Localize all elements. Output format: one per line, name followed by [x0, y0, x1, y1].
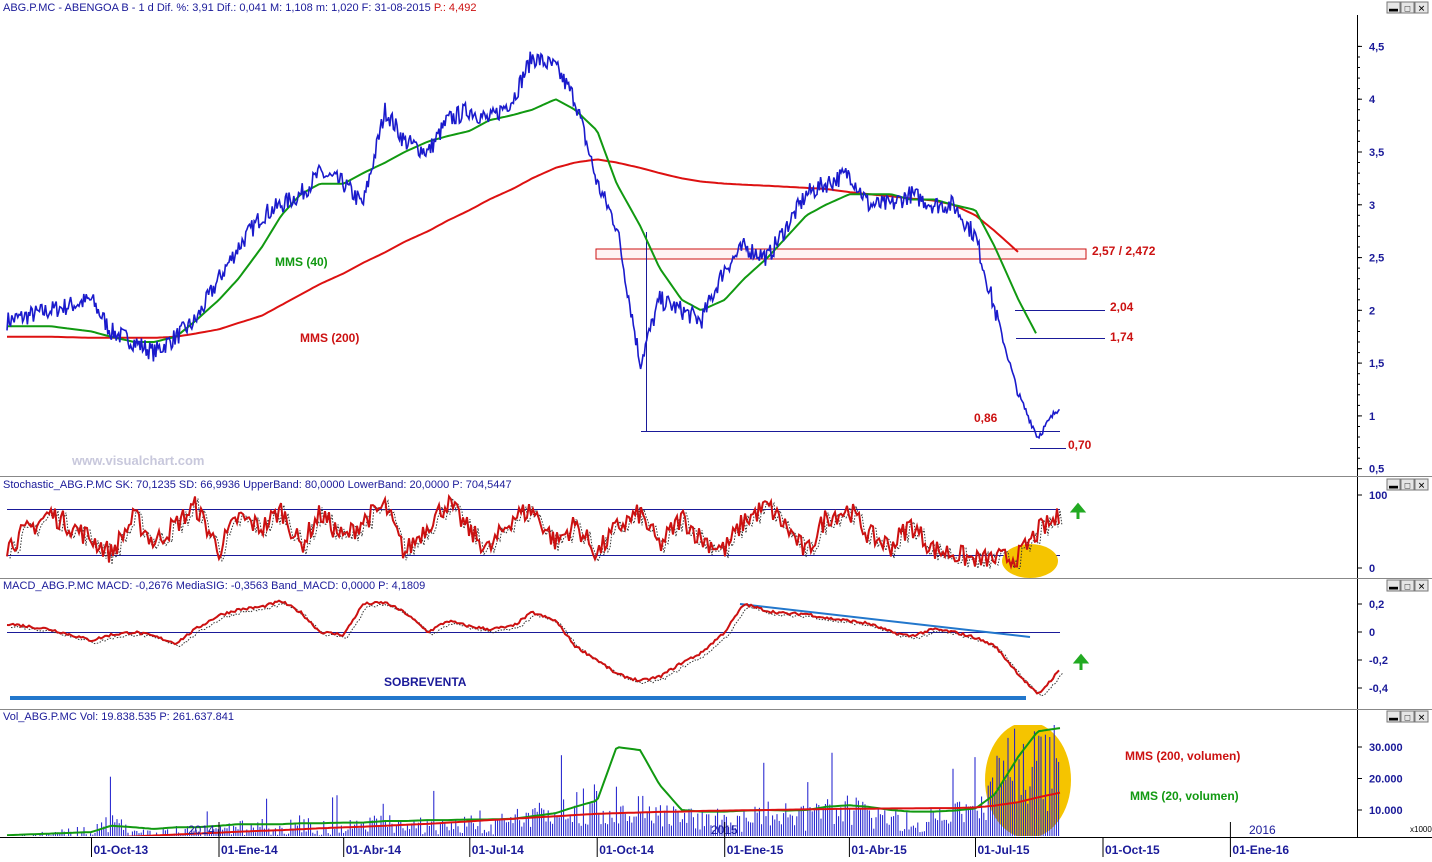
maximize-button-frame: [1400, 710, 1415, 723]
price-panel-header: ABG.P.MC - ABENGOA B - 1 d Dif. %: 3,91 …: [3, 2, 476, 14]
close-icon: ✕: [1418, 4, 1426, 14]
year-label-2014: 2014: [188, 823, 215, 837]
close-button-frame: [1414, 1, 1429, 14]
x-axis-label: 01-Oct-13: [94, 843, 149, 857]
close-icon: ✕: [1418, 481, 1426, 491]
volume-axis-label: 20.000: [1369, 774, 1403, 786]
macd-line: [6, 599, 1060, 695]
close-icon: ✕: [1418, 713, 1426, 723]
volume-mms200-label: MMS (200, volumen): [1125, 749, 1240, 763]
level-label-174: 1,74: [1110, 330, 1134, 344]
panel-minimize-button[interactable]: ▬: [1386, 579, 1401, 592]
x-axis-label: 01-Oct-15: [1105, 843, 1160, 857]
volume-unit-label: x1000: [1410, 825, 1432, 834]
stoch-axis-label: 0: [1369, 563, 1375, 575]
x-axis-label: 01-Ene-15: [727, 843, 784, 857]
price-axis-label: 1: [1369, 411, 1375, 423]
volume-mms200-line: [120, 791, 1061, 836]
x-axis-label: 01-Jul-15: [978, 843, 1030, 857]
maximize-icon: □: [1405, 582, 1411, 592]
macd-panel-header: MACD_ABG.P.MC MACD: -0,2676 MediaSIG: -0…: [3, 580, 425, 592]
level-label-204: 2,04: [1110, 300, 1134, 314]
macd-axis-label: 0: [1369, 627, 1375, 639]
x-axis-label: 01-Oct-14: [599, 843, 654, 857]
resistance-zone-box: [595, 248, 1087, 260]
panel-maximize-button[interactable]: □: [1400, 710, 1415, 723]
panel-close-button[interactable]: ✕: [1414, 579, 1429, 592]
minimize-button-frame: [1386, 1, 1401, 14]
maximize-icon: □: [1405, 713, 1411, 723]
price-line: [6, 51, 1061, 440]
price-axis-label: 3,5: [1369, 147, 1384, 159]
panel-close-button[interactable]: ✕: [1414, 710, 1429, 723]
macd-axis-label: -0,2: [1369, 655, 1388, 667]
price-header-text: ABG.P.MC - ABENGOA B - 1 d Dif. %: 3,91 …: [3, 2, 434, 14]
stoch-sd-line: [9, 497, 1063, 570]
minimize-icon: ▬: [1389, 481, 1398, 491]
panel-minimize-button[interactable]: ▬: [1386, 710, 1401, 723]
close-button-frame: [1414, 478, 1429, 491]
minimize-button-frame: [1386, 478, 1401, 491]
macd-trend-line: [739, 603, 1031, 638]
minimize-icon: ▬: [1389, 713, 1398, 723]
volume-axis-label: 10.000: [1369, 805, 1403, 817]
stoch-sk-line: [6, 493, 1060, 570]
maximize-button-frame: [1400, 1, 1415, 14]
watermark: www.visualchart.com: [71, 453, 204, 468]
stoch-up-arrow-icon: [1069, 502, 1087, 519]
price-axis-label: 2: [1369, 305, 1375, 317]
close-button-frame: [1414, 710, 1429, 723]
x-axis-label: 01-Ene-16: [1232, 843, 1289, 857]
price-axis-label: 4: [1369, 94, 1376, 106]
minimize-icon: ▬: [1389, 582, 1398, 592]
price-axis-label: 3: [1369, 200, 1375, 212]
x-axis-label: 01-Abr-14: [346, 843, 402, 857]
close-icon: ✕: [1418, 582, 1426, 592]
volume-panel-header: Vol_ABG.P.MC Vol: 19.838.535 P: 261.637.…: [3, 711, 234, 723]
x-axis-label: 01-Abr-15: [851, 843, 907, 857]
minimize-button-frame: [1386, 579, 1401, 592]
mms40-label: MMS (40): [275, 255, 328, 269]
stochastic-panel-header: Stochastic_ABG.P.MC SK: 70,1235 SD: 66,9…: [3, 479, 512, 491]
panel-minimize-button[interactable]: ▬: [1386, 478, 1401, 491]
maximize-button-frame: [1400, 579, 1415, 592]
price-axis-label: 2,5: [1369, 253, 1384, 265]
close-button-frame: [1414, 579, 1429, 592]
minimize-button-frame: [1386, 710, 1401, 723]
stoch-highlight: [1002, 544, 1058, 578]
level-label-086: 0,86: [974, 411, 998, 425]
price-series: [6, 51, 1061, 440]
price-axis-label: 0,5: [1369, 464, 1384, 476]
volume-mms20-label: MMS (20, volumen): [1130, 789, 1239, 803]
panel-maximize-button[interactable]: □: [1400, 579, 1415, 592]
panel-minimize-button[interactable]: ▬: [1386, 1, 1401, 14]
price-axis-label: 1,5: [1369, 358, 1384, 370]
macd-axis-label: 0,2: [1369, 599, 1384, 611]
panel-maximize-button[interactable]: □: [1400, 1, 1415, 14]
stoch-axis-label: 100: [1369, 490, 1387, 502]
maximize-button-frame: [1400, 478, 1415, 491]
macd-up-arrow-icon: [1072, 653, 1090, 670]
sobreventa-label: SOBREVENTA: [384, 675, 467, 689]
price-axis-label: 4,5: [1369, 41, 1384, 53]
panel-close-button[interactable]: ✕: [1414, 1, 1429, 14]
panel-maximize-button[interactable]: □: [1400, 478, 1415, 491]
volume-axis-label: 30.000: [1369, 742, 1403, 754]
price-header-p-value: P.: 4,492: [434, 2, 477, 14]
panel-close-button[interactable]: ✕: [1414, 478, 1429, 491]
x-axis-label: 01-Jul-14: [472, 843, 524, 857]
x-axis-label: 01-Ene-14: [221, 843, 278, 857]
resistance-label: 2,57 / 2,472: [1092, 244, 1156, 258]
minimize-icon: ▬: [1389, 4, 1398, 14]
maximize-icon: □: [1405, 4, 1411, 14]
macd-axis-label: -0,4: [1369, 683, 1389, 695]
maximize-icon: □: [1405, 481, 1411, 491]
level-label-070: 0,70: [1068, 438, 1092, 452]
mms200-label: MMS (200): [300, 331, 359, 345]
year-label-2016: 2016: [1249, 823, 1276, 837]
macd-signal-line: [10, 602, 1064, 697]
